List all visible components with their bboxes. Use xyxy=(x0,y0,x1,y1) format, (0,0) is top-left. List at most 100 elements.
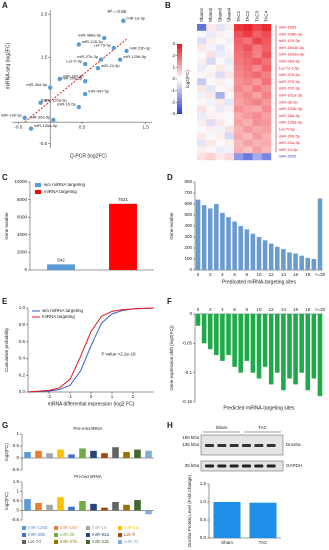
band xyxy=(217,444,227,447)
y-tick-label: 1.0 xyxy=(19,305,26,310)
band xyxy=(266,444,276,447)
bar xyxy=(145,510,152,515)
legend-label: Let-7i xyxy=(124,532,135,537)
row-label: miR-30d-5p xyxy=(279,133,301,138)
row-label: miR-1983 xyxy=(279,24,297,29)
heat-cell xyxy=(224,71,235,79)
heat-cell xyxy=(261,112,272,120)
protein-label: Drosha xyxy=(286,442,301,447)
y-tick-label: 0.5 xyxy=(13,443,20,448)
band xyxy=(254,464,264,468)
heat-cell xyxy=(234,24,244,31)
colorbar-label: -1 xyxy=(171,88,175,93)
heat-cell xyxy=(252,64,262,72)
heat-cell xyxy=(197,78,207,86)
heat-cell xyxy=(206,44,216,52)
point xyxy=(121,18,126,23)
heat-cell xyxy=(234,37,244,45)
band xyxy=(266,464,276,468)
heat-cell xyxy=(261,30,272,38)
y-tick-label: 0 xyxy=(24,267,27,272)
bar xyxy=(311,259,317,270)
x-tick-label: 14 xyxy=(281,307,287,312)
point-label: miR-125b-5p xyxy=(123,54,147,59)
heat-cell xyxy=(261,132,272,140)
colorbar xyxy=(177,44,182,114)
heat-cell xyxy=(252,146,262,154)
x-tick-label: -0.5 xyxy=(14,124,22,129)
row-label: miR-124-3p xyxy=(279,38,301,43)
point-label: miR-29a-3p xyxy=(61,76,83,81)
bar xyxy=(250,314,256,373)
bar xyxy=(281,314,286,391)
colorbar-title: log2(FC) xyxy=(185,70,190,88)
y-tick-label: 200 xyxy=(184,245,192,250)
x-axis-label: Predicated miRNA-targeting sites xyxy=(222,279,296,285)
row-label: miR-375-3p xyxy=(279,79,301,84)
heat-cell xyxy=(261,98,272,106)
y-tick-label: 700 xyxy=(184,190,192,195)
heat-cell xyxy=(224,37,235,45)
x-tick-label: Sham xyxy=(221,540,233,545)
y-tick-label: 6000 xyxy=(17,214,28,219)
bar xyxy=(214,314,219,356)
row-label: miR-133b-3p xyxy=(279,106,303,111)
point xyxy=(28,126,34,131)
heat-cell xyxy=(243,119,253,127)
y-tick-label: 1.5 xyxy=(41,55,48,60)
point-label: miR-19b-3p xyxy=(1,112,23,117)
row-label: miR-126a-5p xyxy=(279,120,303,125)
point xyxy=(124,48,129,54)
bar xyxy=(57,449,64,458)
band xyxy=(217,464,227,468)
legend-swatch xyxy=(118,540,122,544)
heat-cell xyxy=(206,37,216,45)
heat-cell xyxy=(234,64,244,72)
heat-cell xyxy=(243,71,253,79)
bar xyxy=(244,314,250,361)
y-axis-label: Gene number xyxy=(169,212,174,240)
heat-cell xyxy=(197,132,207,140)
y-tick-label: 1.5 xyxy=(13,479,20,484)
heat-cell xyxy=(252,58,262,65)
x-tick-label: >=20 xyxy=(315,307,326,312)
y-tick-label: 0 xyxy=(16,455,19,460)
panel-label: G xyxy=(2,421,8,430)
y-tick-label: 800 xyxy=(184,179,192,184)
point-label: miR-24-3p xyxy=(101,63,120,68)
heat-cell xyxy=(243,37,253,45)
heat-cell xyxy=(252,132,262,140)
heat-cell xyxy=(234,51,244,59)
bar xyxy=(207,208,213,270)
bar xyxy=(207,314,213,350)
x-tick-label: -1 xyxy=(68,394,72,399)
bar xyxy=(311,314,317,379)
y-tick-label: 1 xyxy=(16,489,19,494)
bar xyxy=(134,449,141,458)
x-tick-label: 16 xyxy=(293,272,299,277)
bar xyxy=(226,314,231,356)
y-tick-label: 0 xyxy=(189,311,192,316)
heat-cell xyxy=(197,58,207,65)
bar xyxy=(101,507,108,511)
panel-label: B xyxy=(165,1,171,10)
heat-cell xyxy=(215,51,225,59)
point-label: miR-126a-3p xyxy=(44,97,68,102)
heat-cell xyxy=(206,64,216,72)
heat-cell xyxy=(261,71,272,79)
x-tick-label: 8 xyxy=(246,307,249,312)
y-tick-label: 0.2 xyxy=(19,372,26,377)
heat-cell xyxy=(206,126,216,133)
bar xyxy=(293,253,298,270)
y-tick-label: 0.6 xyxy=(19,339,26,344)
bar xyxy=(317,314,323,397)
y-tick-label: 8000 xyxy=(17,197,28,202)
point xyxy=(117,57,123,62)
row-label: miR-208b-3p xyxy=(279,31,303,36)
heat-cell xyxy=(252,44,262,52)
heat-cell xyxy=(215,153,225,161)
bar xyxy=(24,499,31,511)
heat-cell xyxy=(234,126,244,133)
point xyxy=(82,78,88,84)
bar xyxy=(220,314,225,361)
